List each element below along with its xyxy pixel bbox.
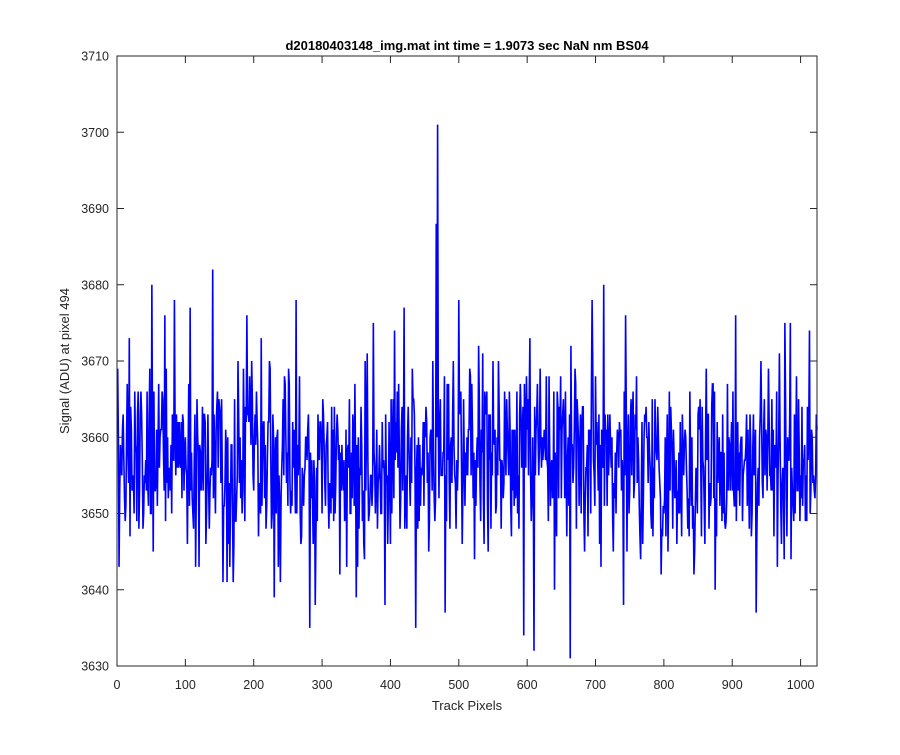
x-tick-label: 300 xyxy=(312,678,333,692)
x-axis: 0 100 200 300 400 500 600 700 800 900 1000 xyxy=(114,56,815,692)
x-tick-label: 200 xyxy=(243,678,264,692)
x-tick-label: 100 xyxy=(175,678,196,692)
y-tick-label: 3670 xyxy=(81,355,109,369)
y-axis: 3630 3640 3650 3660 3670 3680 3690 3700 3710 xyxy=(81,50,817,674)
x-tick-label: 900 xyxy=(722,678,743,692)
x-tick-label: 500 xyxy=(448,678,469,692)
series-layer xyxy=(116,124,818,659)
y-tick-label: 3630 xyxy=(81,660,109,674)
y-tick-label: 3660 xyxy=(81,431,109,445)
y-tick-label: 3640 xyxy=(81,583,109,597)
y-tick-label: 3710 xyxy=(81,50,109,64)
plot-area-background xyxy=(117,56,817,666)
x-tick-label: 400 xyxy=(380,678,401,692)
x-axis-label: Track Pixels xyxy=(432,698,503,713)
x-tick-label: 600 xyxy=(517,678,538,692)
x-tick-label: 0 xyxy=(114,678,121,692)
y-tick-label: 3650 xyxy=(81,507,109,521)
x-tick-label: 700 xyxy=(585,678,606,692)
signal-series-line xyxy=(116,124,818,659)
chart-title: d20180403148_img.mat int time = 1.9073 s… xyxy=(285,38,649,53)
y-tick-label: 3700 xyxy=(81,126,109,140)
y-tick-label: 3690 xyxy=(81,202,109,216)
y-tick-label: 3680 xyxy=(81,278,109,292)
y-axis-label: Signal (ADU) at pixel 494 xyxy=(57,288,72,434)
x-tick-label: 1000 xyxy=(787,678,815,692)
x-tick-label: 800 xyxy=(653,678,674,692)
